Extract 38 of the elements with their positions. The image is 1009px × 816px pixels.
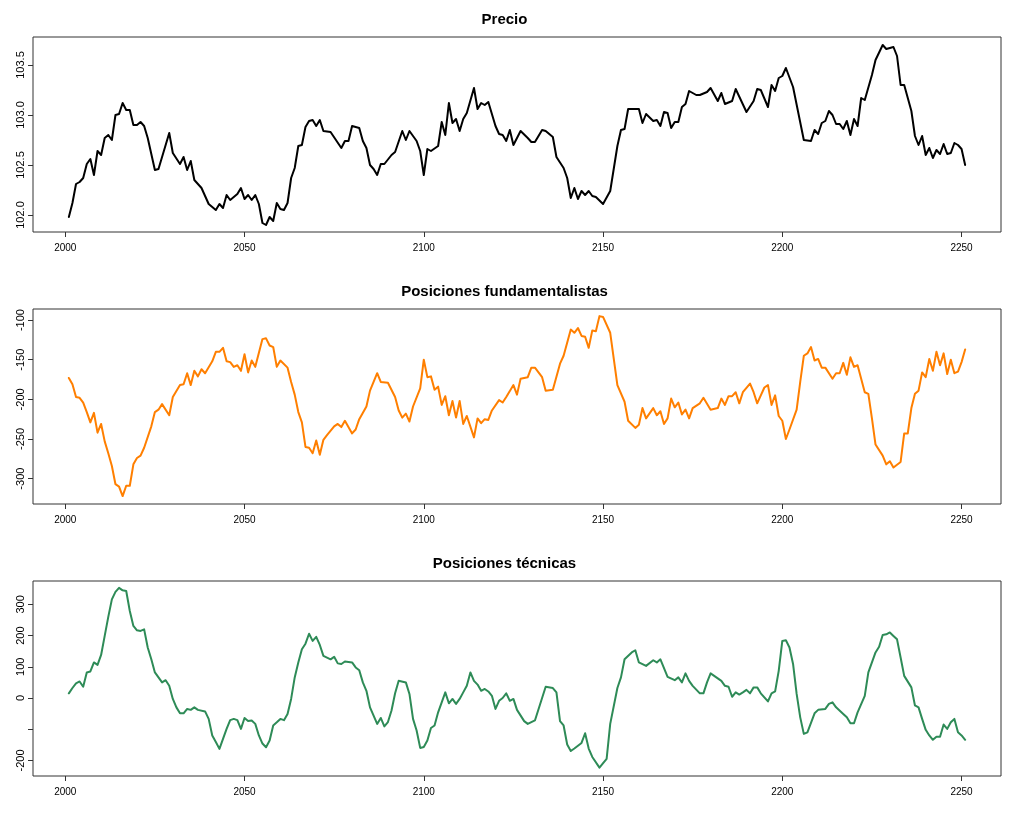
x-tick-label: 2050 bbox=[233, 513, 257, 525]
y-tick-label: 103.0 bbox=[13, 101, 26, 129]
y-tick-label: -150 bbox=[13, 348, 26, 371]
x-tick-label: 2150 bbox=[591, 785, 615, 797]
chart-title: Posiciones técnicas bbox=[432, 554, 577, 571]
x-tick-label: 2050 bbox=[233, 241, 257, 253]
y-tick-label: 300 bbox=[13, 595, 26, 614]
chart-title: Posiciones fundamentalistas bbox=[401, 282, 608, 299]
x-tick-label: 2250 bbox=[950, 241, 974, 253]
x-tick-label: 2100 bbox=[412, 785, 436, 797]
y-tick-label: -300 bbox=[13, 467, 26, 490]
y-tick-label: -250 bbox=[13, 427, 26, 451]
line-series bbox=[67, 315, 967, 498]
x-tick-label: 2000 bbox=[54, 513, 77, 525]
y-tick-label: 0 bbox=[13, 694, 26, 702]
y-tick-label: 103.5 bbox=[13, 51, 26, 79]
y-tick-label: -200 bbox=[13, 749, 26, 772]
x-tick-label: 2000 bbox=[54, 241, 77, 253]
x-tick-label: 2100 bbox=[412, 513, 436, 525]
y-tick-label: 102.5 bbox=[13, 151, 26, 179]
x-tick-label: 2200 bbox=[771, 241, 794, 253]
x-tick-label: 2200 bbox=[771, 513, 794, 525]
y-tick-label: 102.0 bbox=[13, 201, 26, 229]
x-tick-label: 2100 bbox=[412, 241, 436, 253]
y-tick-label: 200 bbox=[13, 626, 26, 645]
x-tick-label: 2000 bbox=[54, 785, 77, 797]
x-tick-label: 2200 bbox=[771, 785, 794, 797]
y-tick-label: -200 bbox=[13, 388, 26, 411]
y-tick-label: -100 bbox=[13, 309, 26, 332]
line-series bbox=[67, 586, 967, 769]
x-tick-label: 2050 bbox=[233, 785, 257, 797]
line-series bbox=[67, 44, 967, 226]
chart-title: Precio bbox=[481, 10, 528, 27]
x-tick-label: 2250 bbox=[950, 785, 974, 797]
x-tick-label: 2150 bbox=[591, 513, 615, 525]
x-tick-label: 2250 bbox=[950, 513, 974, 525]
y-tick-label: 100 bbox=[13, 657, 26, 676]
x-tick-label: 2150 bbox=[591, 241, 615, 253]
